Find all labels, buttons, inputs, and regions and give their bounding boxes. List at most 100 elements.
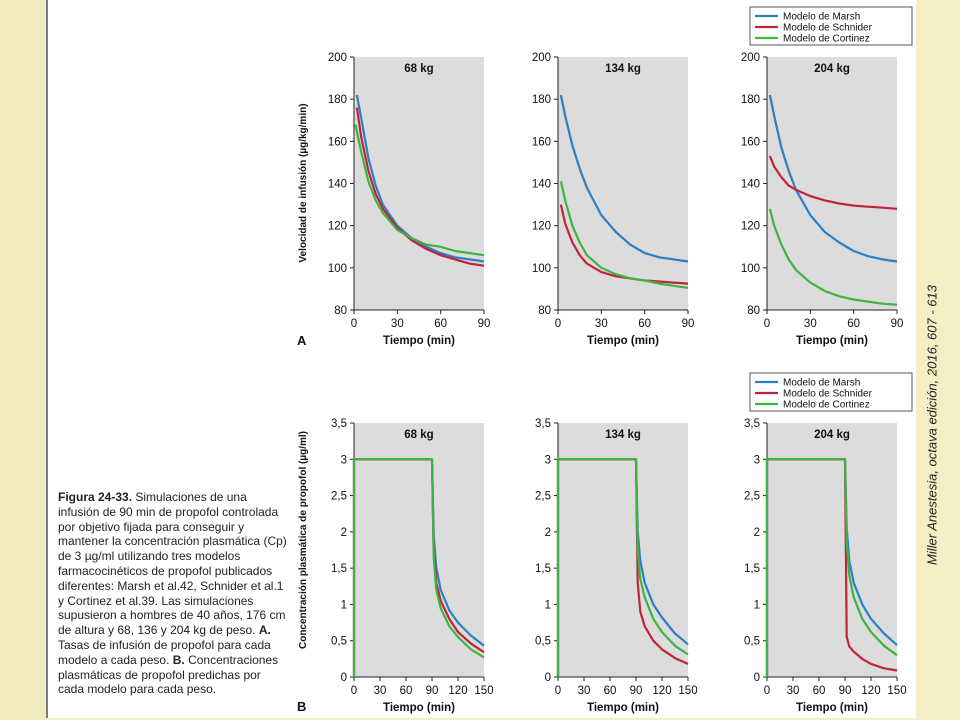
plot-background xyxy=(767,423,897,677)
y-tick-label: 1 xyxy=(754,599,760,611)
y-tick-label: 100 xyxy=(741,263,760,275)
legend-label: Modelo de Cortinez xyxy=(783,400,870,411)
y-tick-label: 140 xyxy=(328,179,347,191)
series-line-modelo-de-cortinez xyxy=(768,208,898,306)
x-axis-title: Tiempo (min) xyxy=(796,335,868,347)
x-tick-label: 60 xyxy=(813,685,826,697)
y-tick-label: 80 xyxy=(334,305,347,317)
y-tick-label: 2,5 xyxy=(744,491,760,503)
x-axis-title: Tiempo (min) xyxy=(383,335,455,347)
caption-text: Simulaciones de una infusión de 90 min d… xyxy=(58,490,287,638)
y-tick-label: 100 xyxy=(532,263,551,275)
x-tick-label: 90 xyxy=(839,685,852,697)
y-tick-label: 2 xyxy=(545,527,551,539)
series-line-modelo-de-schnider xyxy=(559,204,689,285)
y-tick-label: 180 xyxy=(532,94,551,106)
y-tick-label: 160 xyxy=(532,136,551,148)
y-tick-label: 120 xyxy=(741,221,760,233)
y-tick-label: 2 xyxy=(754,527,760,539)
legend-label: Modelo de Marsh xyxy=(783,378,860,389)
y-tick-label: 2,5 xyxy=(331,491,347,503)
y-tick-label: 3,5 xyxy=(331,418,347,430)
x-tick-label: 30 xyxy=(391,318,404,330)
y-tick-label: 2,5 xyxy=(535,491,551,503)
x-tick-label: 90 xyxy=(891,318,904,330)
caption-a-label: A. xyxy=(258,623,271,638)
panel-title: 204 kg xyxy=(814,429,850,441)
x-tick-label: 90 xyxy=(682,318,695,330)
x-tick-label: 30 xyxy=(787,685,800,697)
panel-title: 68 kg xyxy=(404,63,433,75)
y-tick-label: 140 xyxy=(741,179,760,191)
x-tick-label: 30 xyxy=(595,318,608,330)
y-tick-label: 3,5 xyxy=(535,418,551,430)
y-tick-label: 80 xyxy=(538,305,551,317)
y-tick-label: 0,5 xyxy=(331,636,347,648)
y-tick-label: 140 xyxy=(532,179,551,191)
x-axis-title: Tiempo (min) xyxy=(383,702,455,714)
series-line-modelo-de-cortinez xyxy=(354,124,485,257)
caption-b-label: B. xyxy=(172,652,185,667)
y-tick-label: 160 xyxy=(328,136,347,148)
legend-label: Modelo de Schnider xyxy=(783,389,873,400)
y-axis-title: Concentración plasmática de propofol (µg… xyxy=(298,431,309,649)
figure-letter: A xyxy=(297,333,307,348)
y-tick-label: 0,5 xyxy=(744,636,760,648)
series-line-modelo-de-cortinez xyxy=(556,458,689,677)
x-tick-label: 0 xyxy=(555,318,561,330)
legend-label: Modelo de Cortinez xyxy=(783,34,870,45)
y-tick-label: 1,5 xyxy=(331,563,347,575)
series-line-modelo-de-marsh xyxy=(559,94,689,263)
legend-label: Modelo de Schnider xyxy=(783,23,873,34)
y-tick-label: 180 xyxy=(328,94,347,106)
y-tick-label: 0 xyxy=(754,672,760,684)
x-tick-label: 90 xyxy=(426,685,439,697)
left-margin-stripe xyxy=(0,0,46,720)
caption-b-text: Concentraciones plasmáticas de propofol … xyxy=(58,652,279,697)
x-axis-title: Tiempo (min) xyxy=(587,702,659,714)
series-line-modelo-de-cortinez xyxy=(559,181,689,289)
x-axis-title: Tiempo (min) xyxy=(587,335,659,347)
x-tick-label: 0 xyxy=(764,318,770,330)
y-tick-label: 3,5 xyxy=(744,418,760,430)
caption-figure-label: Figura 24-33. xyxy=(58,490,133,504)
y-tick-label: 200 xyxy=(532,52,551,64)
y-tick-label: 1 xyxy=(341,599,347,611)
caption-a-text: Tasas de infusión de propofol para cada … xyxy=(58,637,271,667)
x-tick-label: 90 xyxy=(478,318,491,330)
y-tick-label: 2 xyxy=(341,527,347,539)
figure-caption: Figura 24-33. Simulaciones de una infusi… xyxy=(58,490,288,697)
y-tick-label: 0 xyxy=(341,672,347,684)
y-tick-label: 80 xyxy=(747,305,760,317)
y-tick-label: 3 xyxy=(341,454,347,466)
y-axis-title: Velocidad de infusión (µg/kg/min) xyxy=(298,103,309,262)
y-tick-label: 1 xyxy=(545,599,551,611)
x-tick-label: 150 xyxy=(678,685,697,697)
x-tick-label: 30 xyxy=(804,318,817,330)
x-axis-title: Tiempo (min) xyxy=(796,702,868,714)
panel-title: 134 kg xyxy=(605,429,641,441)
x-tick-label: 60 xyxy=(400,685,413,697)
plot-background xyxy=(558,57,688,310)
x-tick-label: 0 xyxy=(555,685,561,697)
series-line-modelo-de-marsh xyxy=(768,94,898,263)
x-tick-label: 30 xyxy=(578,685,591,697)
x-tick-label: 60 xyxy=(638,318,651,330)
y-tick-label: 1,5 xyxy=(744,563,760,575)
y-tick-label: 0,5 xyxy=(535,636,551,648)
series-line-modelo-de-cortinez xyxy=(765,458,898,677)
plot-background xyxy=(767,57,897,310)
y-tick-label: 120 xyxy=(532,221,551,233)
panel-title: 204 kg xyxy=(814,63,850,75)
x-tick-label: 30 xyxy=(374,685,387,697)
x-tick-label: 90 xyxy=(630,685,643,697)
y-tick-label: 100 xyxy=(328,263,347,275)
y-tick-label: 120 xyxy=(328,221,347,233)
x-tick-label: 120 xyxy=(652,685,671,697)
legend-label: Modelo de Marsh xyxy=(783,12,860,23)
x-tick-label: 120 xyxy=(448,685,467,697)
y-tick-label: 180 xyxy=(741,94,760,106)
source-credit: Miller Anestesia, octava edición, 2016, … xyxy=(924,285,940,565)
series-line-modelo-de-marsh xyxy=(355,94,485,263)
